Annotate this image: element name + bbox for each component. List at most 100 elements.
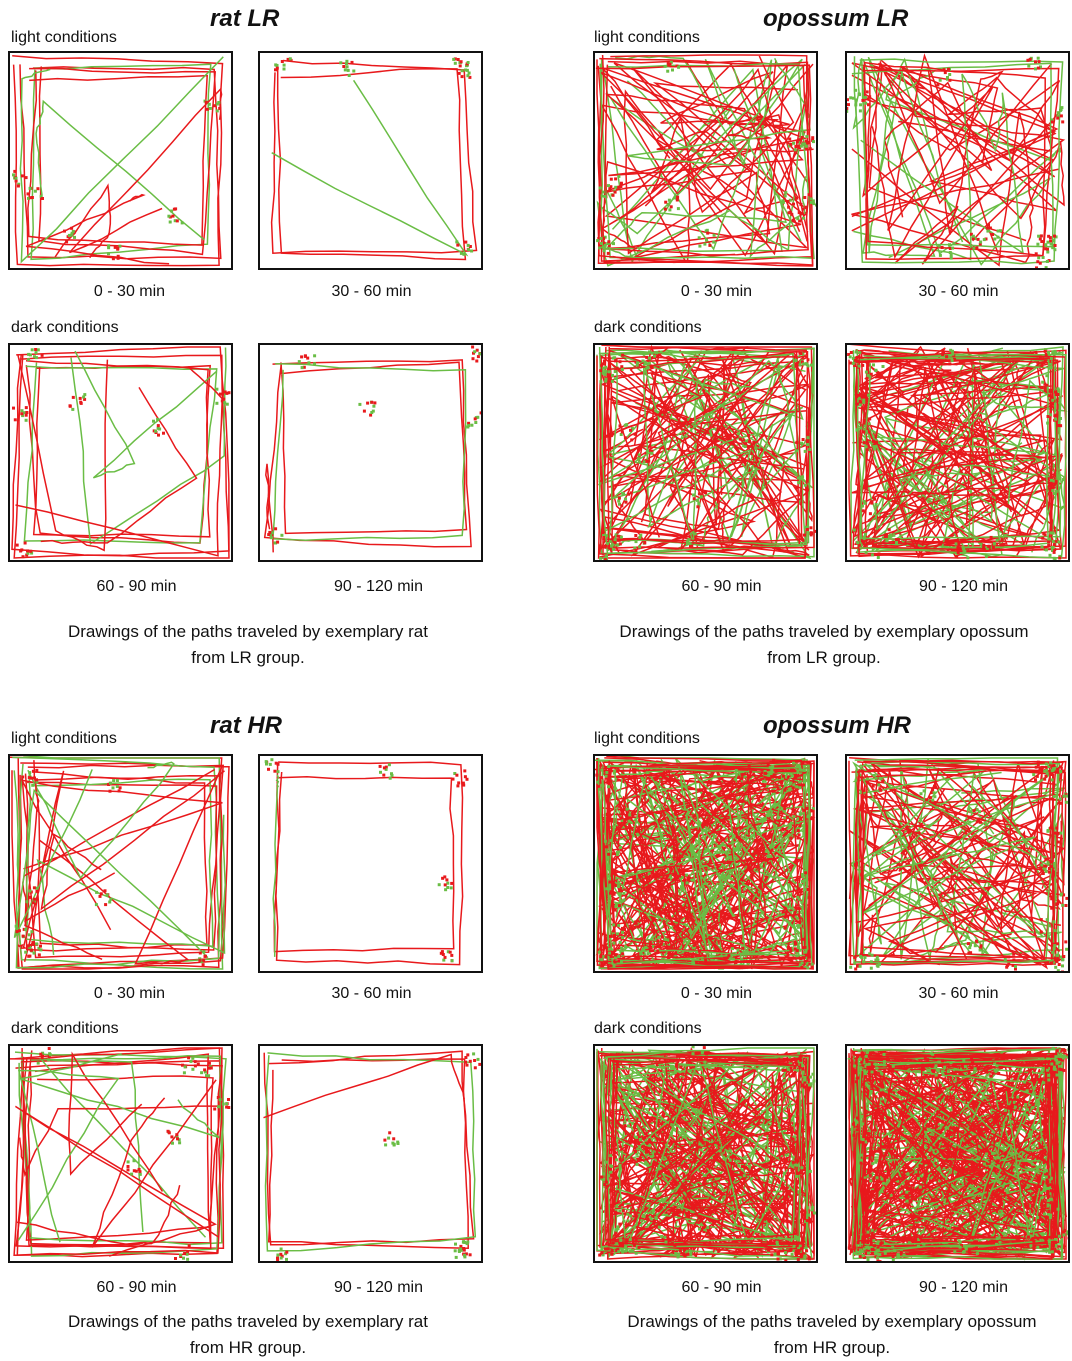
trajectory-dot bbox=[790, 822, 793, 825]
trajectory-dot bbox=[748, 765, 751, 768]
trajectory-dot bbox=[990, 1231, 993, 1234]
trajectory-dot bbox=[607, 785, 610, 788]
trajectory-dot bbox=[859, 1255, 862, 1258]
trajectory-dot bbox=[1045, 1085, 1048, 1088]
trajectory-dot bbox=[876, 956, 879, 959]
trajectory-dot bbox=[914, 1170, 917, 1173]
trajectory-dot bbox=[859, 1141, 862, 1144]
trajectory-dot bbox=[1014, 1105, 1017, 1108]
trajectory-dot bbox=[604, 961, 607, 964]
trajectory-dot bbox=[798, 1081, 801, 1084]
trajectory-dot bbox=[813, 1212, 816, 1215]
trajectory-dot bbox=[614, 1232, 617, 1235]
trajectory-dot bbox=[706, 1232, 709, 1235]
trajectory-dot bbox=[1049, 773, 1052, 776]
trajectory-dot bbox=[600, 1176, 603, 1179]
trajectory-dot bbox=[595, 774, 598, 777]
trajectory-dot bbox=[935, 1077, 938, 1080]
trajectory-dot bbox=[789, 782, 792, 785]
trajectory-dot bbox=[609, 1171, 612, 1174]
trajectory-dot bbox=[1043, 865, 1046, 868]
trajectory-dot bbox=[804, 888, 807, 891]
trajectory-dot bbox=[962, 1059, 965, 1062]
trajectory-dot bbox=[1061, 971, 1064, 972]
trajectory-dot bbox=[631, 1122, 634, 1125]
trajectory-dot bbox=[646, 1218, 649, 1221]
trajectory-dot bbox=[908, 1241, 911, 1244]
trajectory-dot bbox=[635, 1136, 638, 1139]
trajectory-dot bbox=[626, 1224, 629, 1227]
trajectory-dot bbox=[1053, 1241, 1056, 1244]
trajectory-dot bbox=[639, 1138, 642, 1141]
trajectory-dot bbox=[786, 816, 789, 819]
trajectory-dot bbox=[858, 1071, 861, 1074]
trajectory-dot bbox=[623, 819, 626, 822]
trajectory-dot bbox=[933, 795, 936, 798]
trajectory-dot bbox=[621, 810, 624, 813]
trajectory-dot bbox=[853, 1245, 856, 1248]
trajectory-dot bbox=[796, 949, 799, 952]
trajectory-dot bbox=[743, 1166, 746, 1169]
trajectory-dot bbox=[868, 1063, 871, 1066]
trajectory-dot bbox=[1025, 1084, 1028, 1087]
trajectory-dot bbox=[1047, 1213, 1050, 1216]
trajectory-dot bbox=[680, 1066, 683, 1069]
trajectory-dot bbox=[686, 1253, 689, 1256]
trajectory-dot bbox=[808, 1221, 811, 1224]
trajectory-dot bbox=[975, 1240, 978, 1243]
trajectory-dot bbox=[729, 1149, 732, 1152]
trajectory-dot bbox=[1029, 1244, 1032, 1247]
trajectory-dot bbox=[985, 1153, 988, 1156]
trajectory-dot bbox=[805, 1249, 808, 1252]
trajectory-dot bbox=[804, 779, 807, 782]
trajectory-dot bbox=[1050, 1198, 1053, 1201]
trajectory-dot bbox=[897, 1253, 900, 1256]
trajectory-dot bbox=[792, 786, 795, 789]
trajectory-dot bbox=[792, 1161, 795, 1164]
trajectory-dot bbox=[1012, 959, 1015, 962]
trajectory-dot bbox=[1055, 827, 1058, 830]
trajectory-dot bbox=[704, 955, 707, 958]
trajectory-dot bbox=[619, 1244, 622, 1247]
trajectory-dot bbox=[794, 776, 797, 779]
trajectory-dot bbox=[734, 778, 737, 781]
trajectory-dot bbox=[876, 1232, 879, 1235]
trajectory-dot bbox=[997, 1072, 1000, 1075]
trajectory-dot bbox=[727, 954, 730, 957]
trajectory-dot bbox=[645, 1151, 648, 1154]
trajectory-dot bbox=[900, 1251, 903, 1254]
trajectory-dot bbox=[1059, 765, 1062, 768]
trajectory-dot bbox=[647, 952, 650, 955]
trajectory-dot bbox=[1065, 904, 1068, 907]
dark-conditions-label: dark conditions bbox=[594, 1020, 702, 1038]
trajectory-dot bbox=[903, 1254, 906, 1257]
trajectory-dot bbox=[769, 1240, 772, 1243]
trajectory-dot bbox=[729, 957, 732, 960]
trajectory-dot bbox=[807, 815, 810, 818]
trajectory-dot bbox=[621, 936, 624, 939]
trajectory-dot bbox=[866, 1066, 869, 1069]
trajectory-dot bbox=[610, 955, 613, 958]
trajectory-dot bbox=[1041, 1223, 1044, 1226]
trajectory-dot bbox=[1052, 1190, 1055, 1193]
trajectory-dot bbox=[661, 936, 664, 939]
trajectory-dot bbox=[869, 1174, 872, 1177]
trajectory-dot bbox=[1047, 1199, 1050, 1202]
trajectory-dot bbox=[861, 1123, 864, 1126]
trajectory-dot bbox=[741, 774, 744, 777]
trajectory-dot bbox=[997, 1164, 1000, 1167]
trajectory-dot bbox=[681, 882, 684, 885]
trajectory-dot bbox=[853, 1065, 856, 1068]
trajectory-dot bbox=[1064, 940, 1067, 943]
trajectory-dot bbox=[910, 1173, 913, 1176]
trajectory-dot bbox=[875, 1160, 878, 1163]
trajectory-dot bbox=[809, 1076, 812, 1079]
trajectory-dot bbox=[630, 927, 633, 930]
trajectory-dot bbox=[1034, 778, 1037, 781]
trajectory-dot bbox=[923, 789, 926, 792]
trajectory-dot bbox=[608, 881, 611, 884]
trajectory-dot bbox=[854, 1061, 857, 1064]
trajectory-dot bbox=[621, 900, 624, 903]
trajectory-dot bbox=[1045, 769, 1048, 772]
trajectory-dot bbox=[1024, 1103, 1027, 1106]
